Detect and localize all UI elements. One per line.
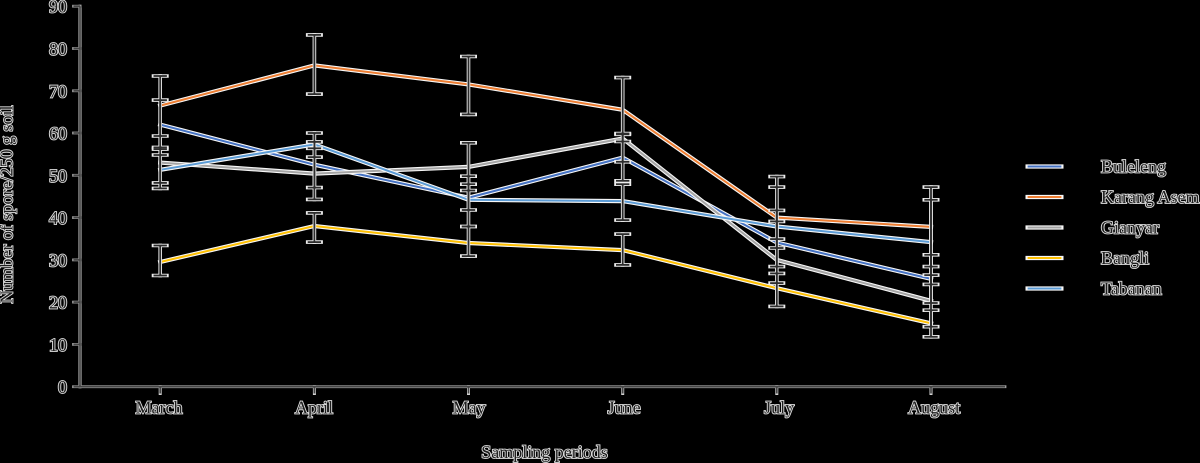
svg-text:60: 60 xyxy=(49,124,67,144)
svg-text:June: June xyxy=(608,398,641,418)
svg-text:70: 70 xyxy=(49,81,67,101)
svg-text:July: July xyxy=(764,398,794,418)
svg-text:March: March xyxy=(136,398,183,418)
svg-text:Karang Asem: Karang Asem xyxy=(1101,187,1199,207)
svg-text:80: 80 xyxy=(49,39,67,59)
svg-text:Buleleng: Buleleng xyxy=(1101,157,1166,177)
svg-text:Bangli: Bangli xyxy=(1101,248,1149,268)
svg-text:90: 90 xyxy=(49,0,67,17)
svg-text:40: 40 xyxy=(49,208,67,228)
svg-text:20: 20 xyxy=(49,293,67,313)
svg-text:Tabanan: Tabanan xyxy=(1101,279,1162,299)
svg-text:Sampling periods: Sampling periods xyxy=(481,442,608,462)
svg-text:50: 50 xyxy=(49,166,67,186)
svg-text:10: 10 xyxy=(49,335,67,355)
svg-text:Gianyar: Gianyar xyxy=(1101,218,1159,238)
svg-text:30: 30 xyxy=(49,250,67,270)
svg-text:April: April xyxy=(295,398,333,418)
svg-text:Number of spore/250 g soil: Number of spore/250 g soil xyxy=(0,106,17,304)
svg-text:0: 0 xyxy=(58,377,67,397)
svg-text:August: August xyxy=(908,398,960,418)
svg-text:May: May xyxy=(453,398,486,418)
